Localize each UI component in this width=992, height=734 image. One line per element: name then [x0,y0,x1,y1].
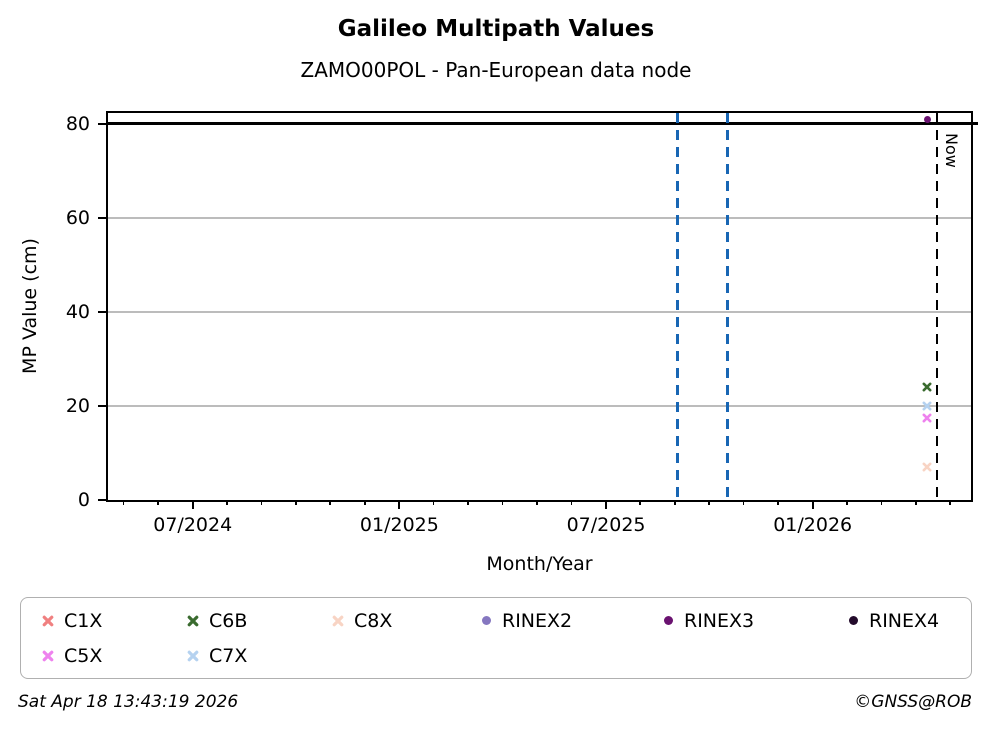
x-tick-label-01/2026: 01/2026 [773,514,853,536]
legend-dot-rinex3 [663,616,673,625]
x-minor-tick [363,500,366,505]
plot-area: Now [106,111,978,502]
x-tick-07/2025 [605,500,608,509]
legend-item-c6b: C6B [186,603,331,638]
point-c5x [922,408,932,427]
dot-marker-icon [661,616,675,625]
x-marker-icon [331,615,345,627]
legend-label-rinex4: RINEX4 [869,609,940,632]
x-minor-tick [570,500,573,505]
threshold-80 [108,122,978,126]
legend-item-rinex3: RINEX3 [661,603,846,638]
x-minor-tick [880,500,883,505]
legend-label-rinex3: RINEX3 [684,609,755,632]
y-tick-80 [98,122,106,125]
point-c8x [922,457,932,476]
chart-title: Galileo Multipath Values [337,16,655,42]
x-minor-tick [742,500,745,505]
legend-label-c5x: C5X [64,644,103,667]
legend-label-c7x: C7X [209,644,248,667]
x-tick-label-07/2025: 07/2025 [566,514,646,536]
now-line [935,113,939,500]
y-axis-ticks: 0 20 40 60 80 [0,111,106,511]
y-tick-20 [98,404,106,407]
gridline-y20 [108,405,971,407]
x-marker-icon [186,650,200,662]
y-tick-60 [98,216,106,219]
now-label: Now [942,133,962,168]
y-tick-label-0: 0 [77,489,90,511]
gridline-y60 [108,217,971,219]
event-line-2 [725,113,729,500]
x-minor-tick [329,500,332,505]
x-minor-tick [915,500,917,505]
x-minor-tick [122,500,125,505]
x-axis-ticks: 07/2024 01/2025 07/2025 01/2026 [106,500,973,556]
y-tick-40 [98,310,106,313]
legend-label-c8x: C8X [354,609,393,632]
legend-label-c1x: C1X [64,609,103,632]
y-tick-label-80: 80 [65,112,90,135]
legend-dot-rinex2 [481,616,491,625]
point-rinex3 [923,115,931,123]
x-tick-label-01/2025: 01/2025 [359,514,439,536]
y-tick-label-40: 40 [65,300,90,323]
legend-item-c5x: C5X [41,638,186,673]
x-axis-label: Month/Year [486,553,593,575]
x-tick-01/2026 [811,500,814,509]
x-minor-tick [949,500,952,505]
legend-item-rinex4: RINEX4 [846,603,971,638]
x-marker-icon [186,615,200,627]
legend-dot-rinex4 [848,616,858,625]
x-minor-tick [708,500,710,505]
x-marker-icon [41,650,55,662]
legend-label-c6b: C6B [209,609,248,632]
y-tick-label-60: 60 [65,206,90,229]
x-minor-tick [501,500,504,505]
point-c6b [922,377,932,396]
credit: ©GNSS@ROB [854,692,972,712]
x-minor-tick [295,500,297,505]
event-line-1 [675,113,679,500]
x-tick-07/2024 [191,500,194,509]
x-minor-tick [226,500,228,505]
x-minor-tick [777,500,779,505]
timestamp: Sat Apr 18 13:43:19 2026 [18,692,239,712]
y-tick-0 [98,499,106,501]
y-tick-label-20: 20 [65,394,90,417]
x-tick-label-07/2024: 07/2024 [153,514,233,536]
x-minor-tick [536,500,538,505]
point-c7x [922,396,932,415]
x-marker-icon [41,615,55,627]
legend-item-c1x: C1X [41,603,186,638]
legend-item-c8x: C8X [331,603,479,638]
x-minor-tick [467,500,469,505]
x-minor-tick [157,500,159,505]
x-tick-01/2025 [398,500,401,509]
dot-marker-icon [846,616,860,625]
x-minor-tick [846,500,848,505]
x-minor-tick [673,500,676,505]
legend-label-rinex2: RINEX2 [502,609,573,632]
gridline-y40 [108,311,971,313]
dot-marker-icon [479,616,493,625]
legend-item-rinex2: RINEX2 [479,603,661,638]
legend: C1X C6B C8X RINEX2 RINEX3 RINEX4 C5X C7X [20,597,972,679]
x-minor-tick [260,500,263,505]
x-minor-tick [639,500,642,505]
legend-item-c7x: C7X [186,638,331,673]
chart-subtitle: ZAMO00POL - Pan-European data node [300,58,692,82]
x-minor-tick [432,500,435,505]
